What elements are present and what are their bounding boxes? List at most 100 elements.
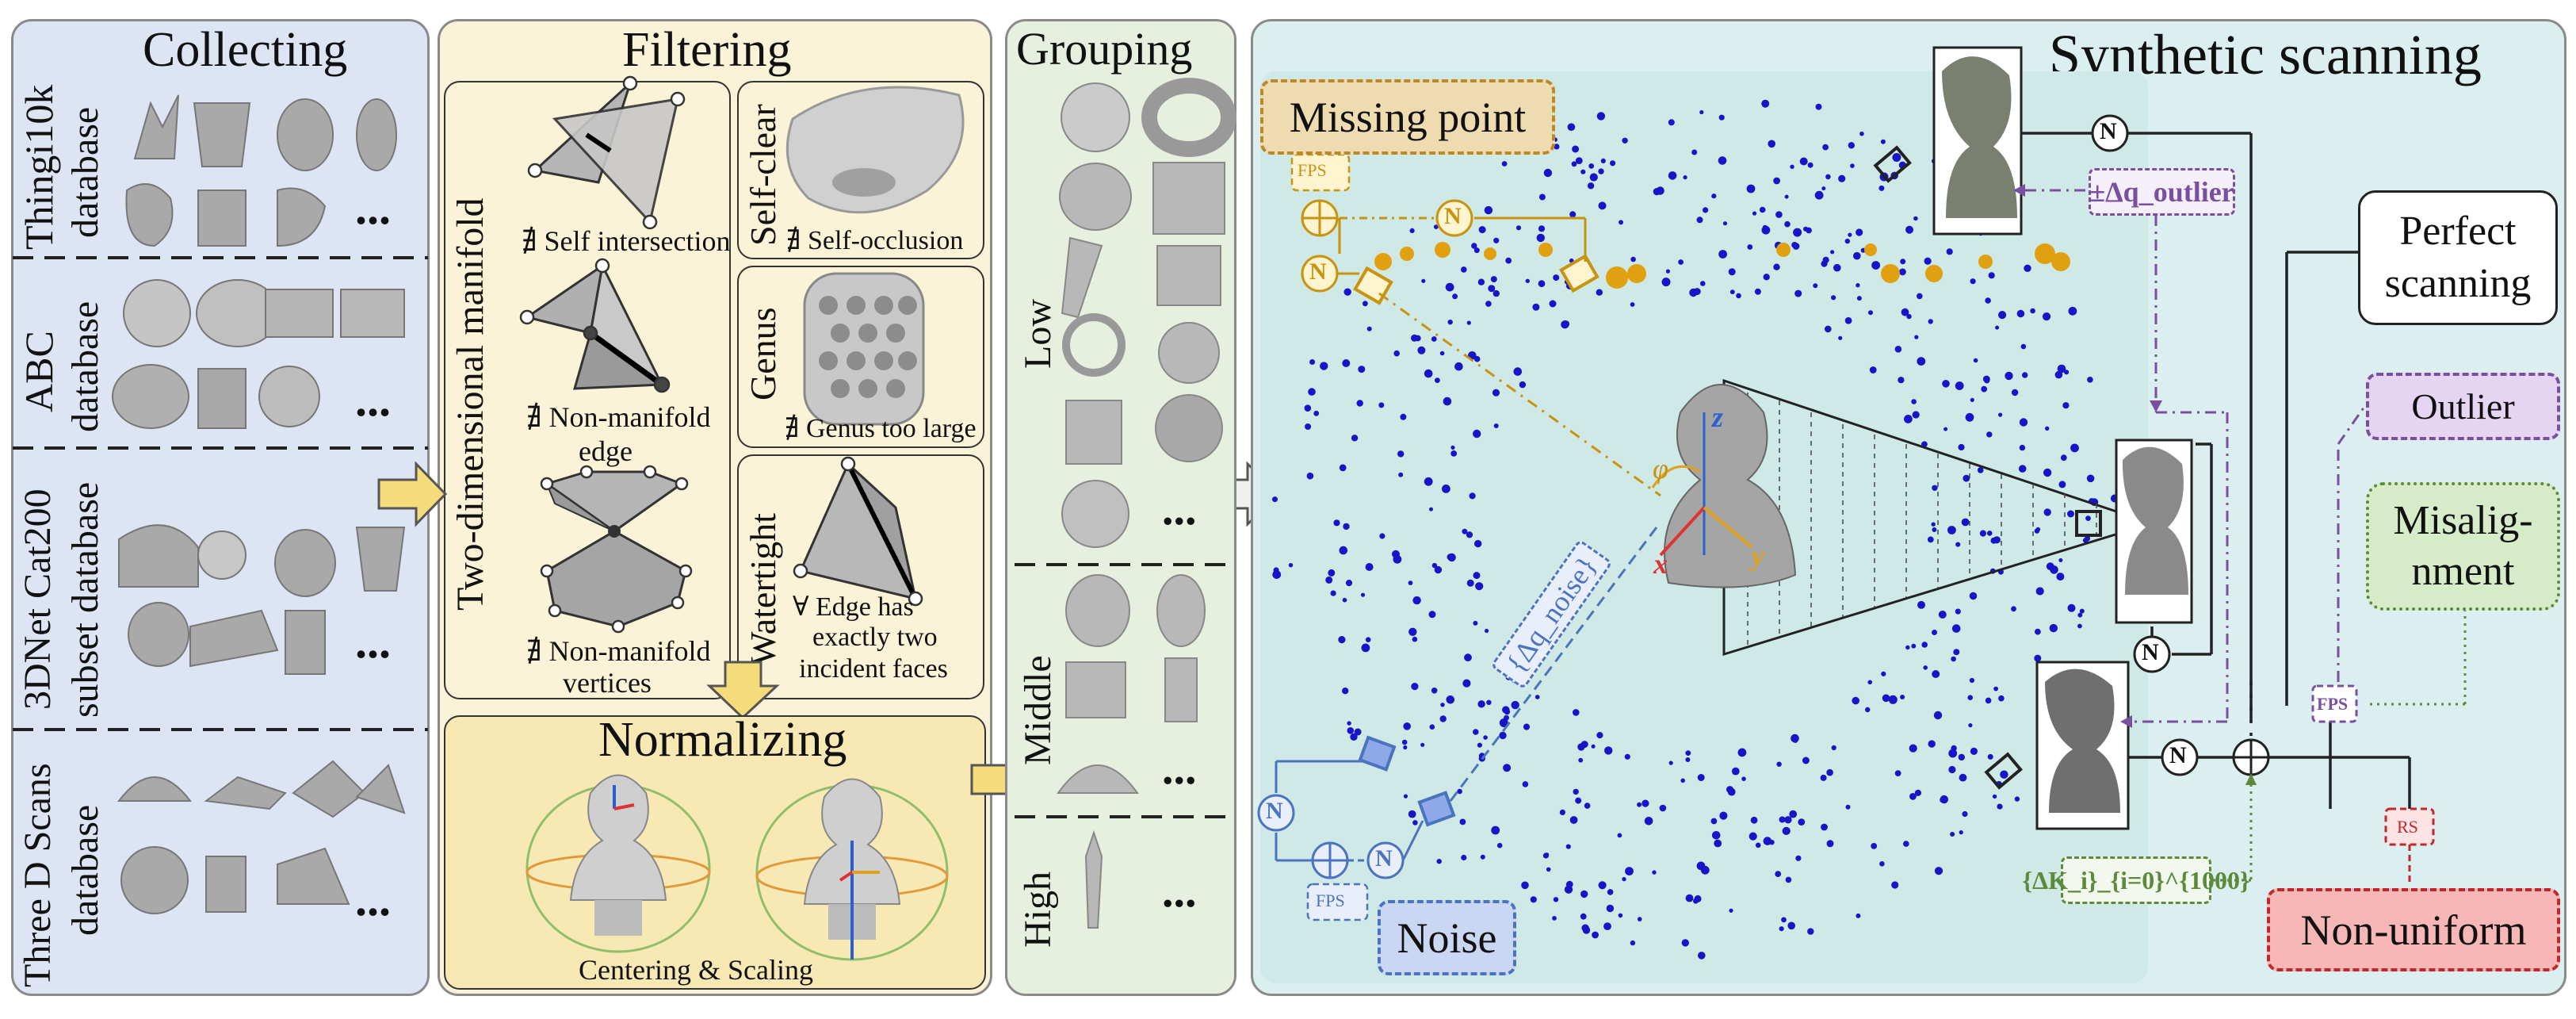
- grouping-title: Grouping: [1016, 23, 1193, 75]
- cloud-point: [2079, 608, 2085, 614]
- cloud-point: [1485, 301, 1492, 307]
- cloud-point: [1881, 671, 1886, 676]
- cloud-point: [1325, 576, 1333, 584]
- watertight-caption-3: incident faces: [799, 654, 948, 684]
- cloud-point: [1979, 530, 1986, 537]
- cloud-point: [1587, 182, 1595, 190]
- cloud-point: [1888, 695, 1898, 704]
- cloud-point: [1530, 896, 1537, 903]
- cloud-point: [1403, 722, 1411, 730]
- cloud-point: [1947, 526, 1956, 534]
- cloud-point: [1408, 627, 1417, 636]
- cloud-point: [1879, 861, 1885, 867]
- cloud-point: [1412, 820, 1418, 826]
- cloud-point: [1871, 843, 1878, 849]
- outlier-delta-label: ±Δq_outlier: [2089, 168, 2235, 216]
- cloud-point: [1462, 528, 1468, 534]
- cloud-point: [1696, 216, 1703, 224]
- cloud-point: [1759, 206, 1766, 213]
- cloud-point: [1652, 870, 1657, 875]
- cloud-point: [1790, 164, 1794, 169]
- cloud-point: [1443, 396, 1452, 406]
- cloud-point: [1962, 810, 1968, 818]
- cloud-point: [2060, 454, 2067, 462]
- cloud-point: [2043, 312, 2050, 320]
- cloud-point: [1977, 467, 1984, 473]
- cloud-point: [1776, 761, 1782, 767]
- cloud-point: [1948, 765, 1956, 774]
- cloud-point: [1511, 700, 1519, 710]
- cloud-point: [1569, 211, 1577, 218]
- cloud-point: [1807, 928, 1814, 935]
- cloud-point: [1622, 137, 1628, 144]
- cloud-point: [2058, 558, 2063, 562]
- cloud-point: [1747, 244, 1753, 250]
- cloud-point: [1515, 225, 1522, 231]
- cloud-point: [1853, 251, 1861, 260]
- cloud-point: [1970, 397, 1974, 402]
- cloud-point: [1867, 680, 1872, 685]
- cloud-point: [1306, 472, 1314, 480]
- cloud-point: [1933, 711, 1943, 720]
- cloud-point: [1685, 894, 1694, 902]
- cloud-point: [1342, 688, 1349, 695]
- cloud-point: [1421, 278, 1426, 283]
- cloud-point: [1815, 103, 1822, 110]
- cloud-point: [1950, 832, 1955, 837]
- cloud-point: [1378, 402, 1385, 408]
- cloud-point: [1795, 855, 1802, 861]
- cloud-point: [1309, 359, 1316, 365]
- cloud-point: [1630, 940, 1636, 946]
- cloud-point: [1637, 802, 1642, 807]
- cloud-point: [1477, 742, 1482, 748]
- cloud-point: [1436, 859, 1442, 864]
- cloud-point: [1830, 250, 1835, 255]
- cloud-point: [1703, 207, 1709, 213]
- fps-right: FPS: [2317, 694, 2349, 714]
- cloud-point: [1955, 542, 1961, 547]
- cloud-point: [1398, 472, 1404, 477]
- cloud-point: [2034, 654, 2042, 662]
- cloud-point: [1821, 186, 1826, 191]
- cloud-point: [1305, 423, 1312, 430]
- cloud-point: [1904, 415, 1913, 423]
- cloud-point: [1697, 774, 1705, 781]
- cloud-point: [2034, 528, 2040, 534]
- cloud-point: [1968, 723, 1973, 728]
- cloud-point: [1521, 881, 1529, 890]
- cloud-point: [1490, 276, 1497, 283]
- cloud-point: [1698, 952, 1706, 960]
- cloud-point: [1642, 799, 1649, 807]
- cloud-point: [1409, 228, 1415, 233]
- cloud-point: [1445, 282, 1454, 292]
- cloud-point: [1625, 867, 1634, 875]
- cloud-point: [1450, 450, 1458, 457]
- cloud-point: [2050, 565, 2058, 574]
- cloud-point: [1924, 257, 1932, 265]
- cloud-point: [1892, 153, 1901, 162]
- cloud-point: [1338, 636, 1346, 644]
- cloud-point: [1535, 695, 1540, 699]
- cloud-point: [2067, 510, 2074, 518]
- cloud-point: [1440, 703, 1445, 707]
- fps-blue: FPS: [1316, 891, 1345, 910]
- cloud-point: [2070, 443, 2079, 453]
- cloud-point: [1822, 144, 1829, 151]
- cloud-point: [1588, 163, 1595, 169]
- cloud-point: [1844, 316, 1852, 324]
- cloud-point: [1784, 220, 1791, 228]
- cloud-point: [1604, 746, 1613, 755]
- cloud-point: [1272, 496, 1278, 503]
- cloud-point: [1552, 916, 1557, 921]
- cloud-point: [1981, 385, 1988, 393]
- non-uniform-label: Non-uniform: [2267, 888, 2560, 971]
- cloud-point: [1339, 464, 1347, 472]
- cloud-point: [1689, 288, 1698, 297]
- cloud-point: [1958, 753, 1965, 761]
- cloud-point: [1951, 656, 1956, 662]
- cloud-point: [1499, 731, 1507, 740]
- cloud-point: [1794, 289, 1802, 297]
- cloud-point: [1379, 533, 1385, 539]
- perfect-scanning-box: Perfect scanning: [2358, 190, 2558, 325]
